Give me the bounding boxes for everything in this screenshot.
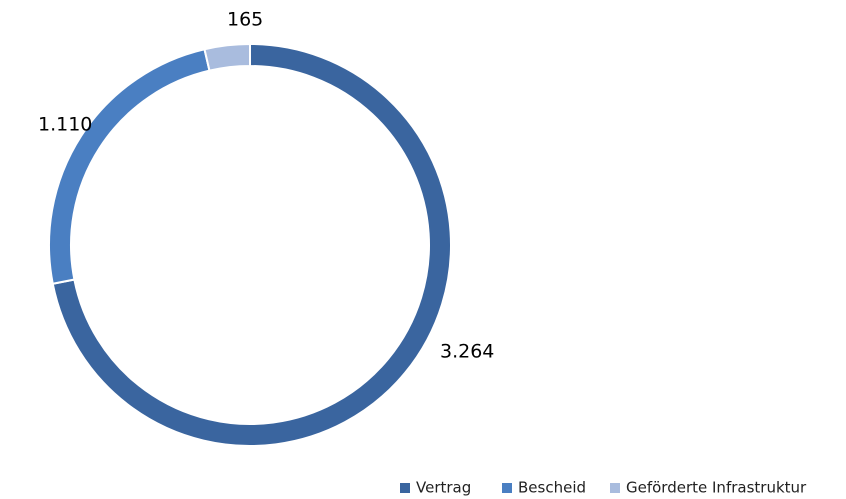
data-label: 165 bbox=[227, 9, 263, 31]
legend-swatch bbox=[502, 483, 512, 493]
legend-swatch bbox=[400, 483, 410, 493]
legend-label: Vertrag bbox=[416, 479, 471, 497]
donut-segment bbox=[48, 48, 211, 285]
legend-label: Geförderte Infrastruktur bbox=[626, 479, 807, 497]
data-label: 3.264 bbox=[440, 341, 494, 363]
legend-swatch bbox=[610, 483, 620, 493]
legend-label: Bescheid bbox=[518, 479, 586, 497]
data-label: 1.110 bbox=[38, 114, 92, 136]
donut-segment bbox=[203, 42, 251, 72]
